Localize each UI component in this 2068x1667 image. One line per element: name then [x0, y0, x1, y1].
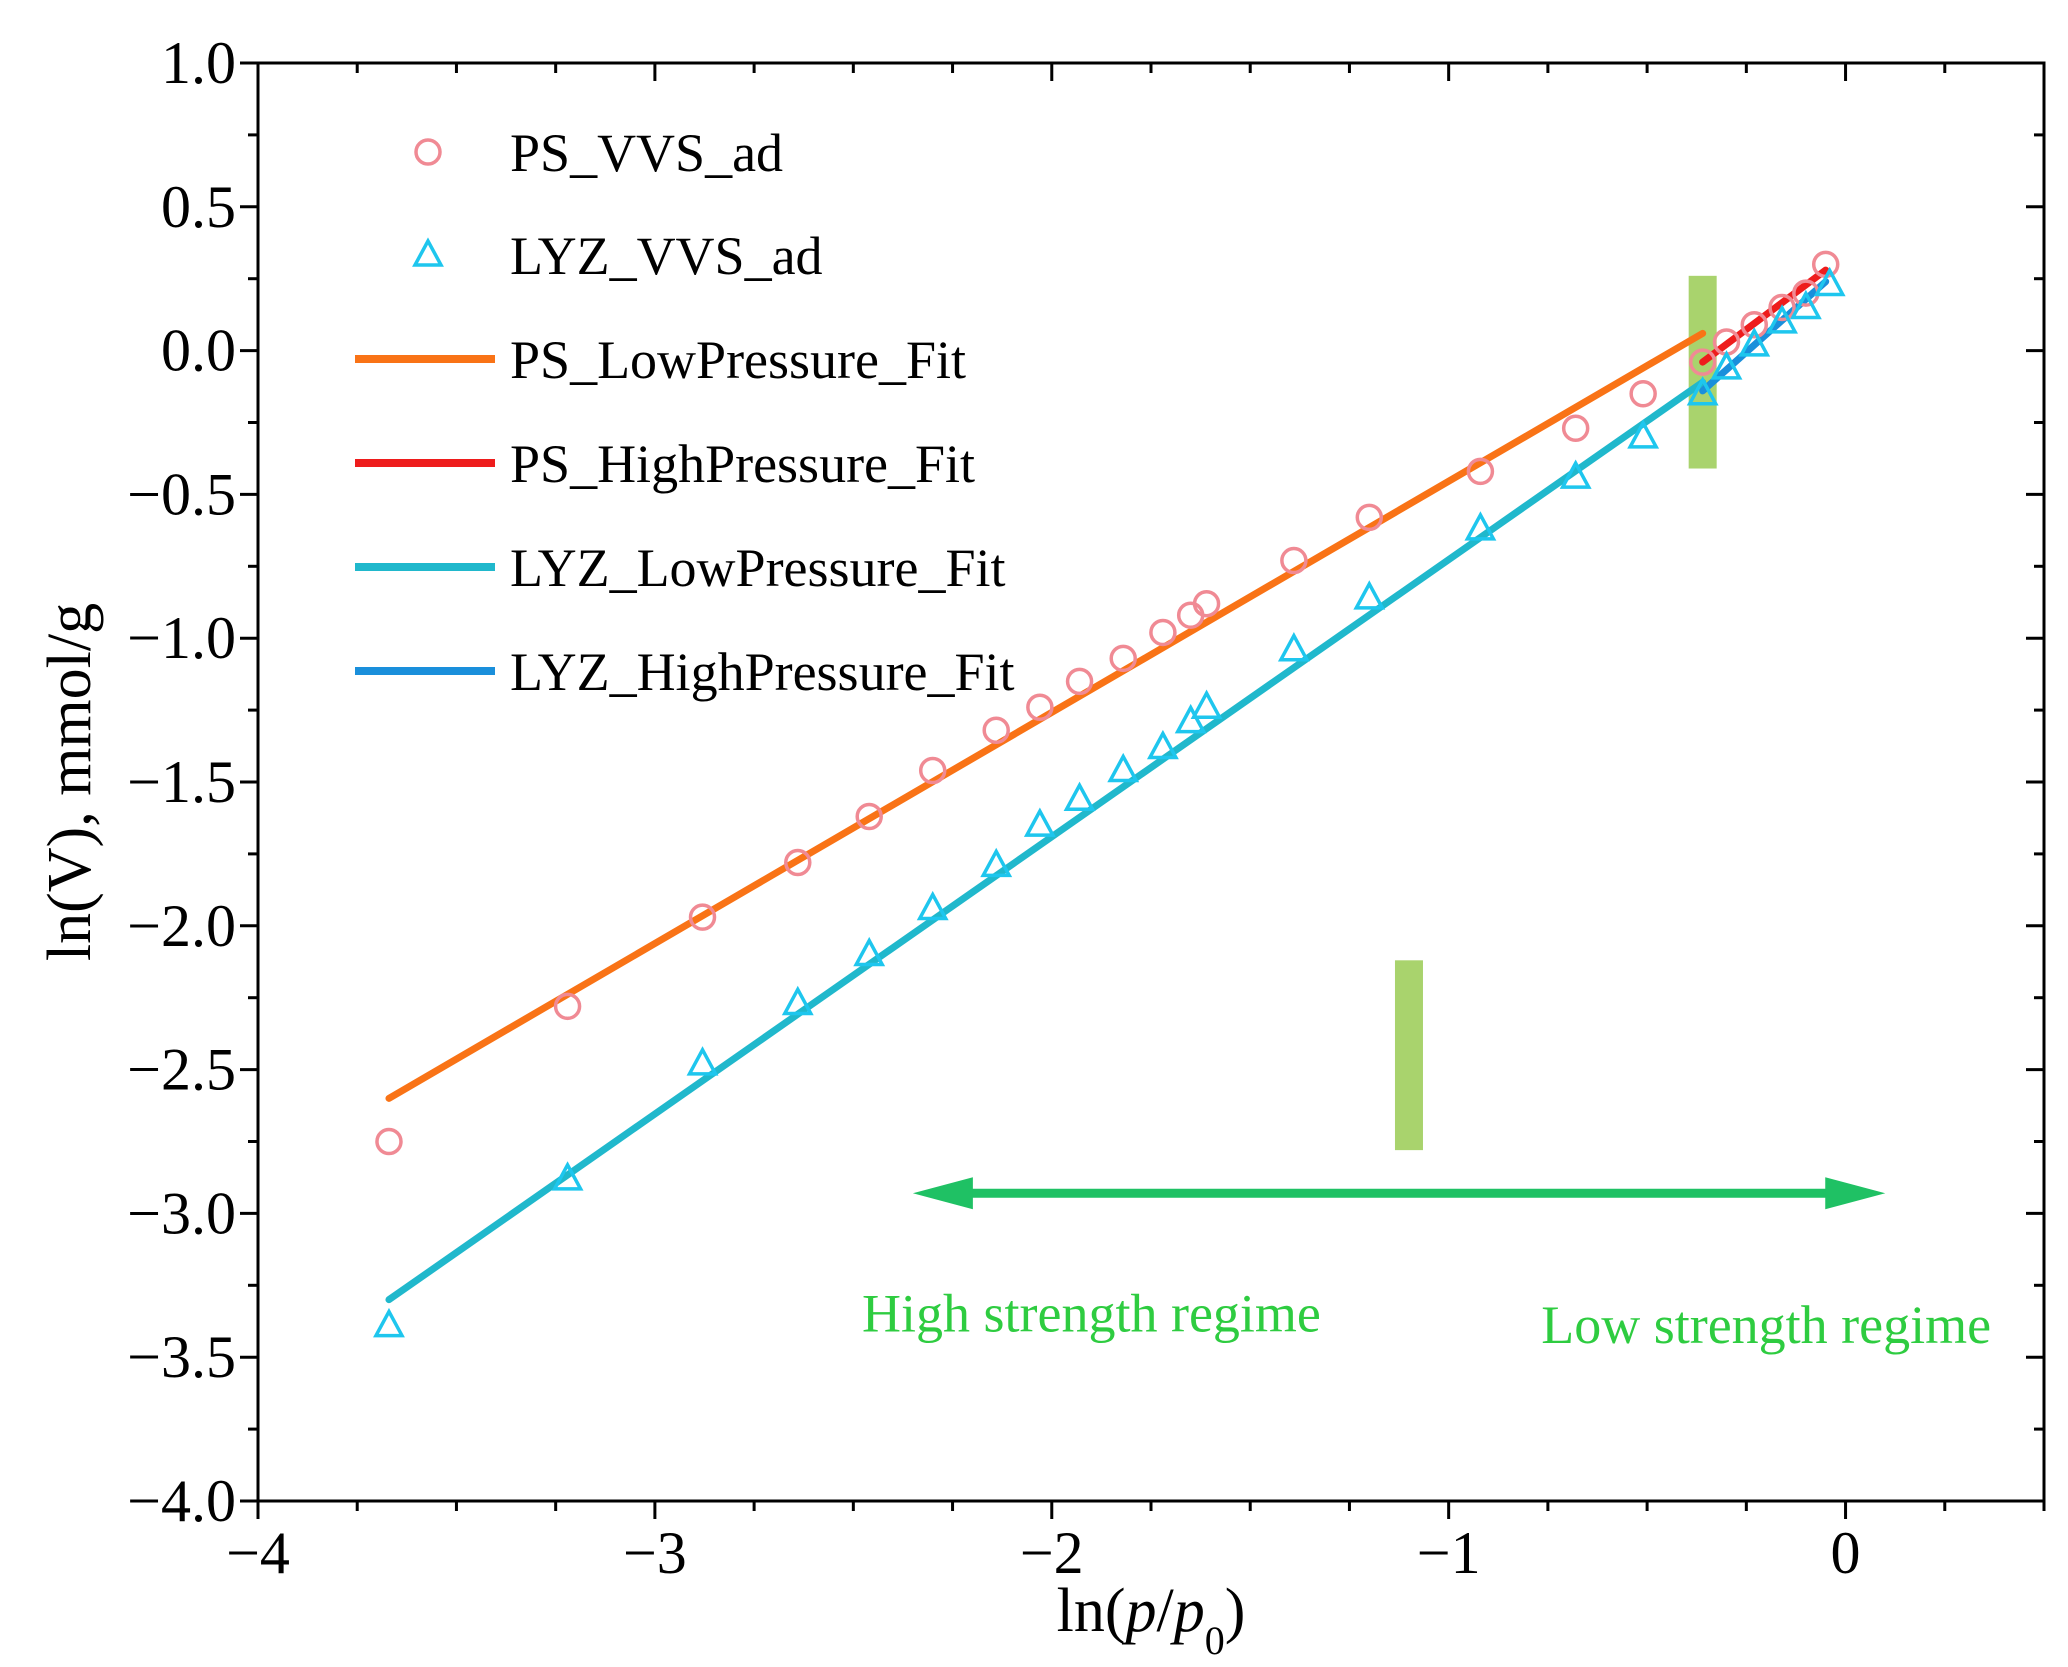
- x-tick-label: −1: [1417, 1520, 1481, 1586]
- legend-label: LYZ_HighPressure_Fit: [510, 642, 1015, 702]
- marker-LYZ_VVS_ad: [1686, 376, 1719, 406]
- marker-PS_VVS_ad: [1192, 589, 1221, 618]
- regime-arrow-left-head: [912, 1177, 973, 1210]
- y-tick-label: 0.0: [161, 318, 236, 384]
- y-tick-label: 0.5: [161, 174, 236, 240]
- marker-LYZ_VVS_ad: [1146, 729, 1179, 760]
- x-tick-label: −3: [623, 1520, 687, 1586]
- regime-label: Low strength regime: [1541, 1295, 1991, 1355]
- marker-PS_VVS_ad: [1466, 457, 1495, 486]
- marker-LYZ_VVS_ad: [1063, 781, 1096, 812]
- annotations: High strength regime Low strength regime: [862, 275, 1991, 1355]
- x-tick-label: −2: [1020, 1520, 1084, 1586]
- y-tick-label: −1.5: [127, 749, 236, 815]
- marker-PS_VVS_ad: [855, 802, 883, 831]
- marker-LYZ_VVS_ad: [551, 1161, 584, 1191]
- y-tick-label: −2.0: [127, 893, 236, 959]
- legend-swatch-LYZ_VVS_ad: [412, 237, 444, 267]
- marker-PS_VVS_ad: [1740, 310, 1769, 339]
- marker-PS_VVS_ad: [1688, 348, 1717, 376]
- marker-PS_VVS_ad: [784, 848, 812, 877]
- marker-LYZ_VVS_ad: [1738, 327, 1771, 357]
- y-tick-label: −0.5: [127, 461, 236, 527]
- marker-PS_VVS_ad: [1280, 546, 1308, 575]
- marker-LYZ_VVS_ad: [1627, 419, 1660, 449]
- marker-PS_VVS_ad: [375, 1127, 403, 1156]
- regime-boundary-bar: [1688, 275, 1717, 469]
- marker-PS_VVS_ad: [688, 903, 717, 931]
- marker-PS_VVS_ad: [1629, 379, 1657, 408]
- regime-boundary-bar: [1394, 960, 1423, 1151]
- marker-LYZ_VVS_ad: [686, 1046, 719, 1076]
- regime-arrow-right-head: [1825, 1177, 1886, 1210]
- y-tick-label: −2.5: [127, 1037, 236, 1103]
- marker-LYZ_VVS_ad: [1766, 304, 1798, 334]
- marker-PS_VVS_ad: [1768, 293, 1796, 322]
- legend-label: PS_VVS_ad: [510, 123, 783, 183]
- y-axis-title: ln(V), mmol/g: [36, 603, 104, 961]
- marker-LYZ_VVS_ad: [1464, 511, 1497, 541]
- legend-label: LYZ_VVS_ad: [510, 226, 823, 286]
- y-tick-label: −4.0: [127, 1468, 236, 1534]
- marker-LYZ_VVS_ad: [916, 890, 949, 921]
- marker-LYZ_VVS_ad: [1107, 752, 1140, 783]
- marker-PS_VVS_ad: [1065, 667, 1094, 696]
- marker-LYZ_VVS_ad: [1174, 703, 1207, 734]
- legend-label: PS_LowPressure_Fit: [510, 330, 966, 390]
- regime-label: High strength regime: [862, 1283, 1321, 1343]
- marker-LYZ_VVS_ad: [1023, 807, 1056, 837]
- marker-LYZ_VVS_ad: [853, 936, 886, 967]
- legend-label: LYZ_LowPressure_Fit: [510, 538, 1006, 598]
- marker-PS_VVS_ad: [1026, 693, 1054, 721]
- marker-LYZ_VVS_ad: [1789, 289, 1822, 320]
- legend: PS_VVS_ad LYZ_VVS_ad PS_LowPressure_Fit PS_…: [355, 123, 1015, 702]
- x-axis-title: ln(p/p0): [1057, 1577, 1246, 1663]
- marker-LYZ_VVS_ad: [373, 1307, 405, 1338]
- x-tick-label: −4: [226, 1520, 290, 1586]
- marker-LYZ_VVS_ad: [781, 985, 814, 1016]
- x-tick-label: 0: [1831, 1520, 1861, 1586]
- marker-LYZ_VVS_ad: [1353, 580, 1386, 610]
- legend-label: PS_HighPressure_Fit: [510, 434, 975, 494]
- marker-LYZ_VVS_ad: [1813, 266, 1846, 297]
- marker-PS_VVS_ad: [982, 716, 1010, 744]
- marker-LYZ_VVS_ad: [1559, 459, 1592, 489]
- fit-line-LYZ_LowPressure_Fit: [385, 378, 1707, 1304]
- marker-PS_VVS_ad: [553, 992, 582, 1021]
- y-tick-label: −1.0: [127, 605, 236, 671]
- marker-LYZ_VVS_ad: [1190, 689, 1223, 719]
- fit-line-LYZ_HighPressure_Fit: [1699, 278, 1830, 395]
- tick-labels: −4 −3 −2 −1 0 −4.0 −3.5 −3.0 −2.5 −2.0 −1.5 −1.0 −0.…: [127, 30, 1860, 1586]
- marker-LYZ_VVS_ad: [1277, 632, 1310, 662]
- marker-PS_VVS_ad: [1355, 503, 1384, 532]
- y-tick-label: −3.5: [127, 1324, 236, 1390]
- y-tick-label: −3.0: [127, 1180, 236, 1246]
- tick-marks: [240, 61, 2046, 1519]
- marker-PS_VVS_ad: [1149, 618, 1177, 647]
- marker-LYZ_VVS_ad: [1710, 350, 1743, 380]
- y-tick-label: 1.0: [161, 30, 236, 96]
- marker-LYZ_VVS_ad: [980, 847, 1013, 878]
- fit-lines: [385, 266, 1830, 1304]
- marker-PS_VVS_ad: [1109, 644, 1137, 673]
- legend-swatch-PS_VVS_ad: [414, 138, 442, 166]
- marker-PS_VVS_ad: [1561, 414, 1590, 443]
- data-markers: [373, 250, 1846, 1338]
- marker-PS_VVS_ad: [918, 756, 947, 785]
